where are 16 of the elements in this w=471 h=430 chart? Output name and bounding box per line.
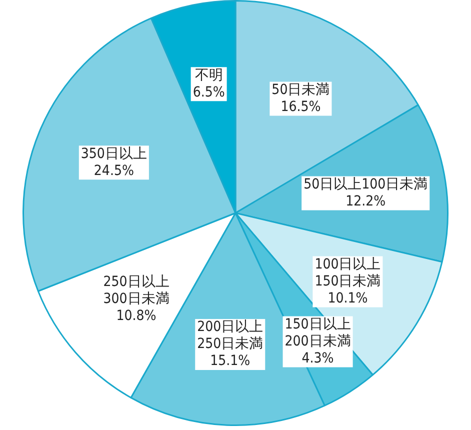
slice-label: 350日以上: [80, 146, 147, 162]
data-label: 10.8%: [116, 308, 156, 324]
slice-label: 50日以上100日未満: [304, 176, 428, 192]
data-label: 10.1%: [328, 290, 368, 306]
slice-label: 150日以上 200日未満: [284, 316, 351, 350]
slice-label: 不明: [194, 67, 223, 84]
data-label: 15.1%: [210, 353, 250, 370]
data-label: 24.5%: [94, 162, 134, 179]
slice-label: 100日以上 150日未満: [314, 256, 381, 290]
data-label: 4.3%: [302, 350, 334, 366]
data-label: 16.5%: [280, 98, 321, 115]
slice-label: 50日未満: [272, 82, 330, 98]
slice-label: 200日以上 250日未満: [197, 319, 264, 352]
data-label: 6.5%: [192, 84, 225, 100]
slice-label: 250日以上 300日未満: [103, 274, 170, 308]
data-label: 12.2%: [346, 193, 386, 210]
